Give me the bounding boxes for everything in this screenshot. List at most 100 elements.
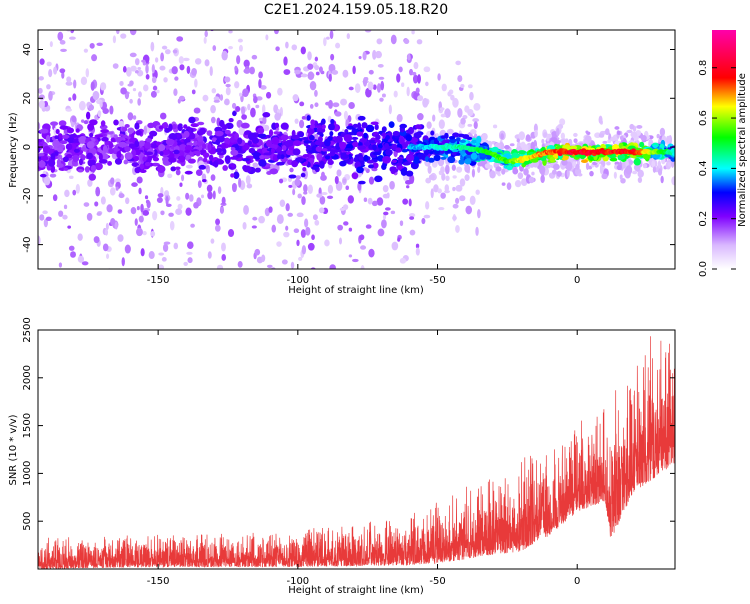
spectral-blob (70, 143, 77, 151)
spectral-blob (425, 81, 429, 87)
spectral-blob (224, 98, 230, 106)
spectral-blob (366, 159, 375, 164)
spectral-blob (323, 138, 331, 147)
spectral-blob (380, 273, 384, 280)
spectral-blob (610, 136, 616, 142)
spectral-blob (285, 203, 290, 212)
spectral-blob (46, 84, 51, 90)
spectral-blob (183, 124, 188, 129)
spectral-blob (335, 42, 341, 49)
spectral-blob (213, 96, 220, 101)
spectral-blob (210, 238, 215, 244)
snr-ylabel: SNR (10 * v/v) (8, 414, 19, 485)
spectral-blob (632, 170, 638, 175)
spectral-blob (221, 50, 228, 61)
spectrogram-marks (38, 0, 675, 300)
spectral-blob (307, 184, 313, 195)
spectral-blob (376, 197, 384, 206)
spectral-blob (573, 138, 578, 144)
spectral-blob (301, 116, 306, 120)
spectral-blob (280, 122, 289, 130)
spectral-blob (328, 123, 335, 131)
spectral-blob (348, 86, 354, 91)
spectral-blob (293, 228, 300, 234)
spectral-blob (73, 148, 80, 153)
spectral-blob (358, 55, 362, 60)
spectral-blob (184, 149, 191, 153)
spectral-blob (247, 103, 251, 111)
spectral-blob (475, 226, 479, 237)
spectral-blob (58, 210, 64, 217)
spectral-blob (425, 177, 432, 184)
spectral-blob (475, 189, 480, 195)
y-tick-label: 40 (22, 43, 33, 56)
spectral-blob (198, 164, 206, 170)
spectral-blob (407, 53, 411, 61)
spectral-blob (292, 140, 302, 147)
spectral-blob (96, 212, 102, 216)
spectral-blob (430, 188, 434, 199)
spectral-blob (221, 242, 226, 252)
spectral-blob (425, 201, 430, 210)
spectral-blob (143, 125, 147, 135)
spectral-blob (202, 152, 210, 158)
spectral-blob (551, 169, 557, 175)
spectral-blob (129, 30, 137, 36)
spectral-blob (67, 225, 72, 229)
spectral-blob (541, 138, 545, 144)
spectral-blob (61, 134, 71, 139)
spectral-blob (372, 49, 377, 60)
spectral-blob (156, 89, 160, 94)
spectral-blob (196, 273, 200, 282)
spectral-blob (130, 0, 134, 9)
spectral-blob (226, 2, 229, 9)
spectral-blob (357, 122, 362, 131)
spectral-blob (124, 152, 133, 160)
spectral-blob (267, 264, 273, 268)
spectral-blob (130, 65, 137, 72)
spectral-blob (297, 193, 302, 199)
spectral-blob (242, 88, 249, 97)
spectral-blob (281, 259, 288, 265)
spectral-blob (518, 131, 526, 141)
spectral-blob (629, 123, 635, 130)
spectral-blob (376, 83, 381, 93)
spectral-blob (158, 252, 165, 256)
spectral-blob (437, 188, 442, 194)
spectral-blob (236, 153, 243, 158)
spectral-blob (179, 155, 186, 163)
spectral-blob (175, 169, 181, 176)
spectral-blob (368, 69, 374, 75)
spectral-blob (457, 75, 463, 83)
spectral-blob (405, 134, 412, 142)
spectral-blob (382, 184, 389, 193)
spectral-blob (169, 275, 173, 283)
spectral-blob (626, 129, 633, 134)
spectral-blob (295, 296, 299, 300)
spectral-blob (229, 136, 236, 143)
spectral-blob (210, 174, 216, 181)
spectral-blob (109, 105, 114, 115)
spectral-blob (77, 169, 84, 173)
spectral-blob (473, 121, 478, 129)
spectral-blob (72, 93, 77, 101)
y-tick-label: 500 (22, 512, 33, 531)
spectral-blob (556, 170, 562, 177)
spectral-blob (301, 196, 306, 206)
spectral-blob (440, 166, 445, 174)
spectral-blob (148, 251, 155, 260)
spectral-blob (150, 41, 155, 52)
spectral-blob (372, 84, 377, 90)
spectral-blob (295, 175, 302, 180)
spectral-blob (165, 195, 169, 206)
spectral-blob (376, 38, 383, 45)
spectral-blob (144, 195, 149, 200)
spectral-blob (257, 21, 261, 29)
spectral-blob (211, 161, 219, 167)
spectral-blob (467, 84, 473, 89)
spectral-blob (45, 216, 52, 221)
spectral-blob (262, 116, 267, 125)
spectral-blob (114, 221, 118, 230)
spectral-blob (546, 134, 550, 142)
spectral-blob (506, 165, 513, 171)
